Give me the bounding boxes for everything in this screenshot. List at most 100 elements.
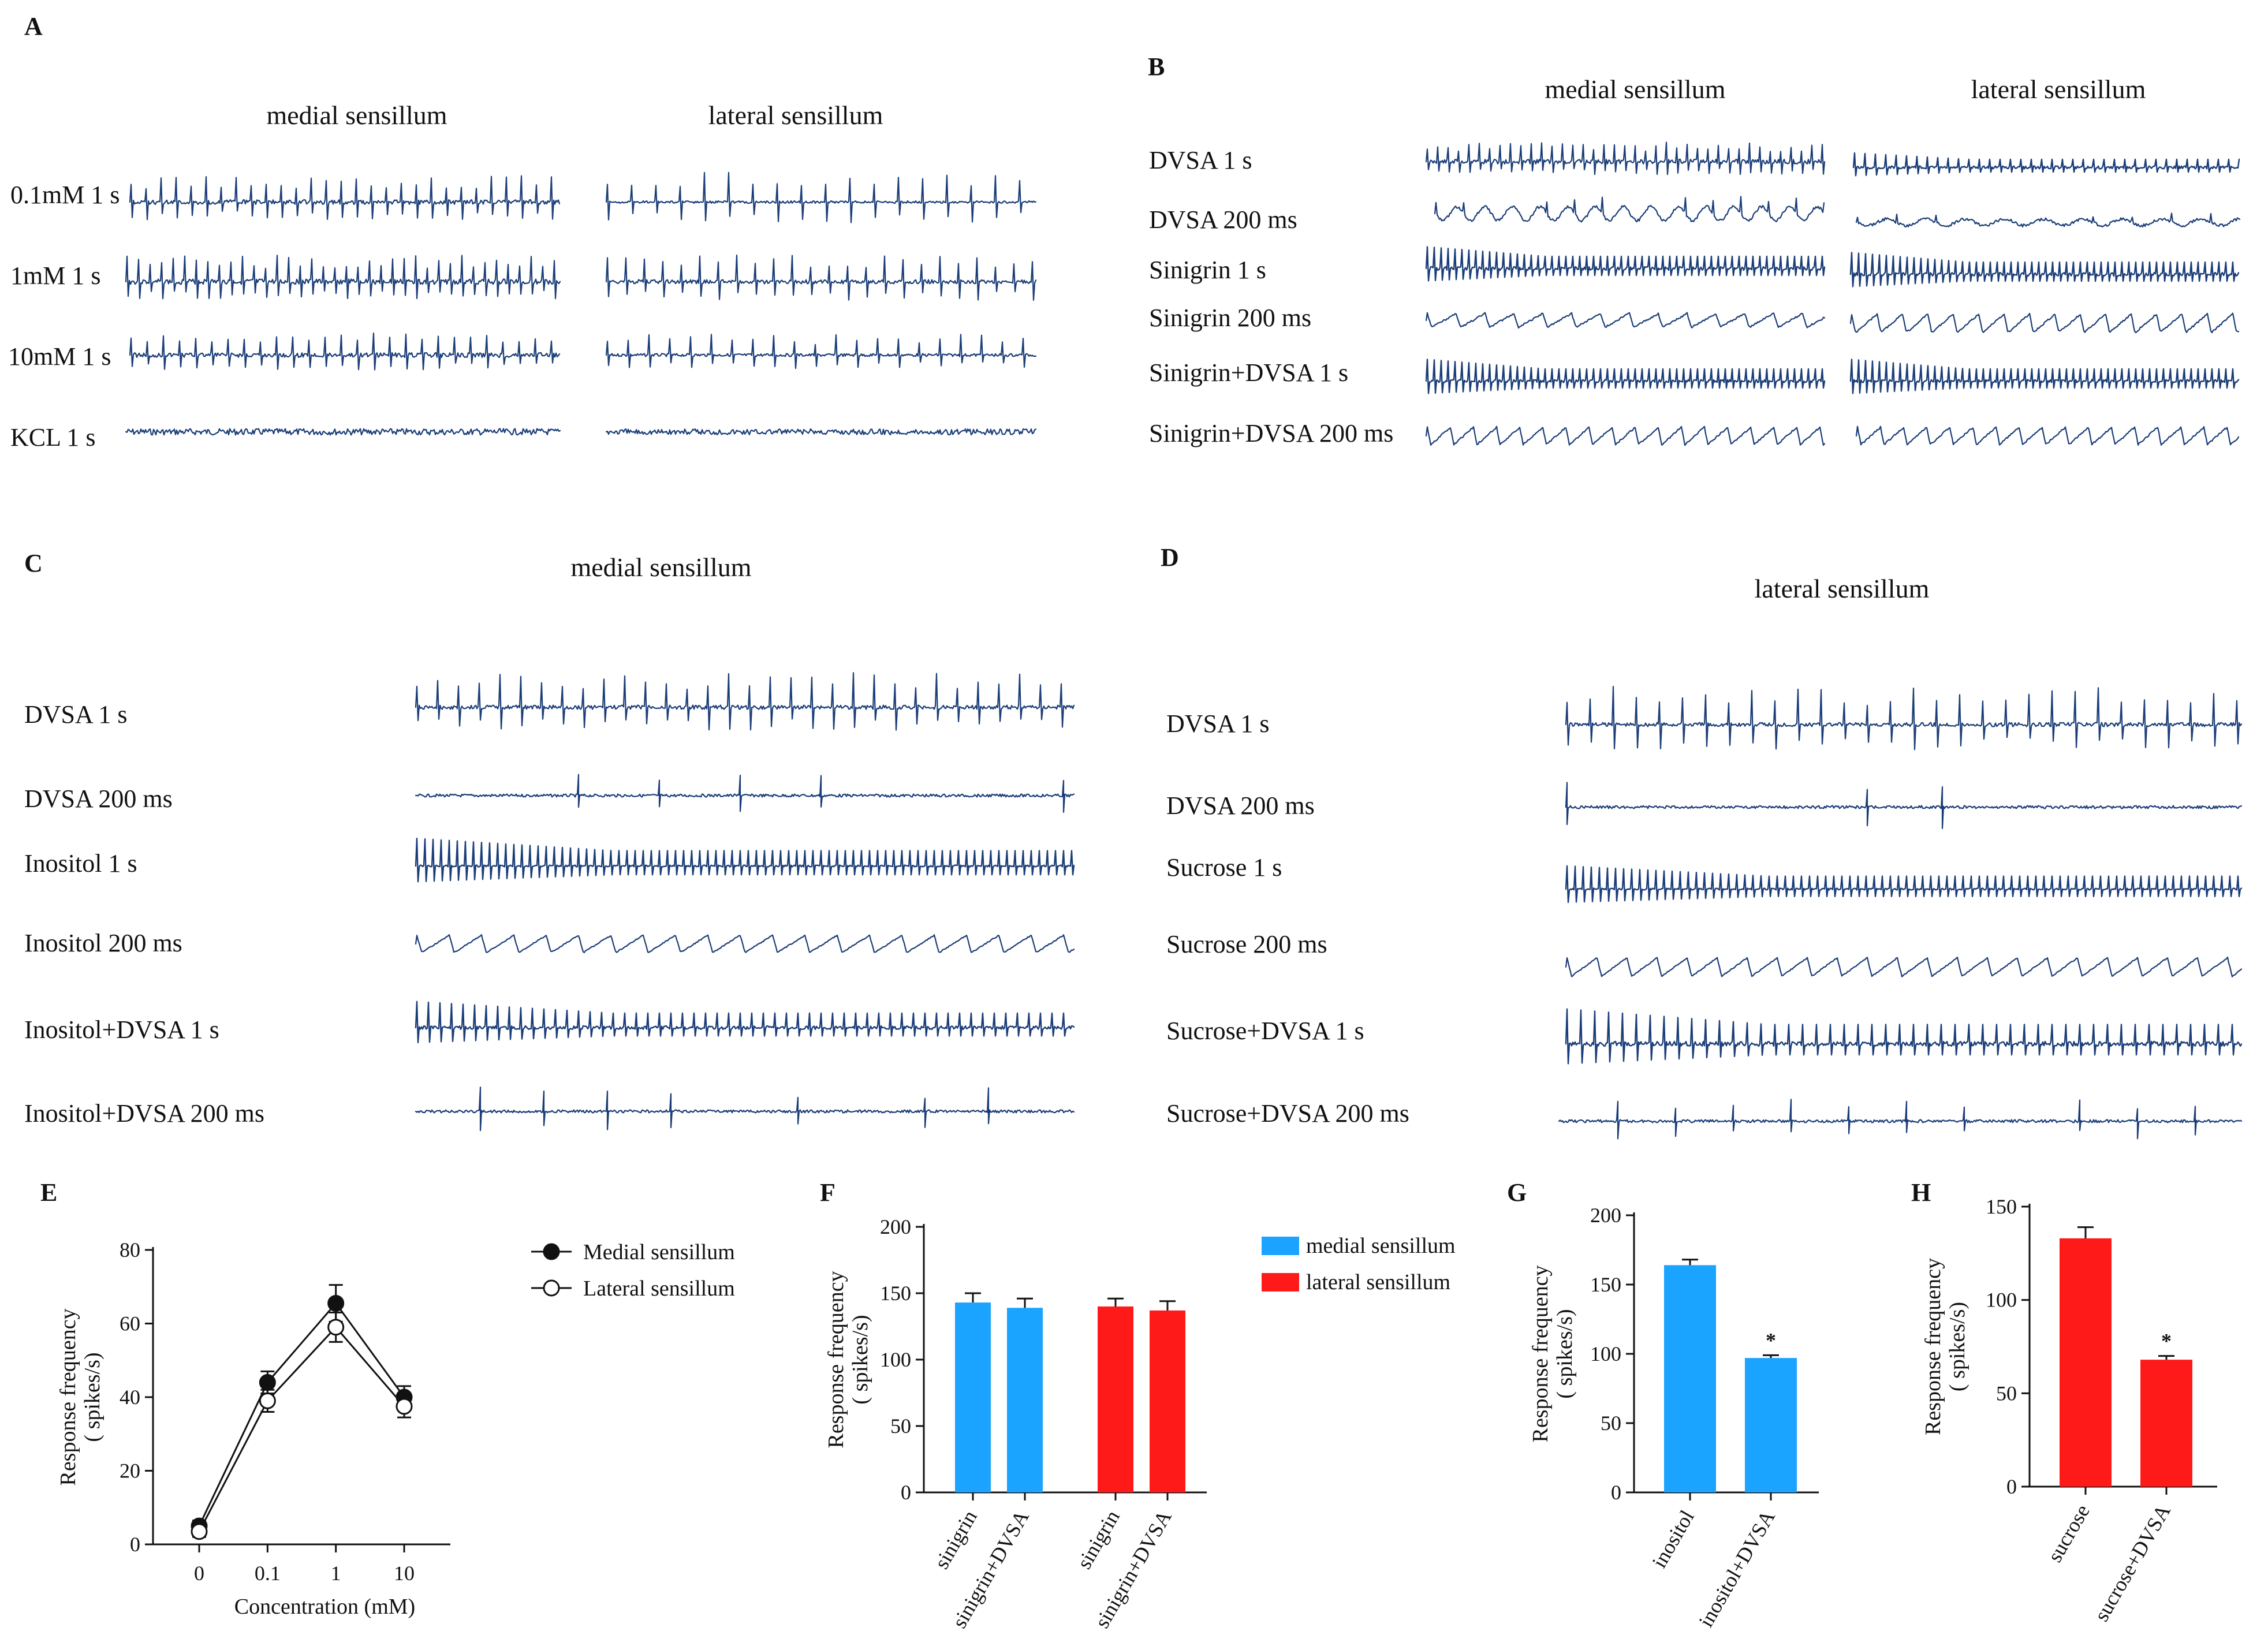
trace <box>1849 359 2240 394</box>
panel-c-row-4: Inositol+DVSA 1 s <box>24 1016 219 1044</box>
bar <box>1098 1306 1133 1492</box>
y-axis-unit: ( spikes/s) <box>1945 1302 1969 1391</box>
y-tick-label: 60 <box>120 1312 140 1335</box>
panel-a-col-lateral: lateral sensillum <box>708 100 883 130</box>
panel-c-row-1: DVSA 200 ms <box>24 785 173 813</box>
panel-e-line-chart: 0 20 40 60 80 0 0.1 1 10 Concentration (mM) Respon… <box>56 1238 735 1619</box>
legend-label-lateral: lateral sensillum <box>1306 1270 1450 1294</box>
panel-c-title: medial sensillum <box>570 553 751 582</box>
panel-label-c: C <box>24 549 43 577</box>
trace <box>1425 359 1826 394</box>
trace <box>1558 1099 2243 1140</box>
y-tick-label: 200 <box>1590 1204 1621 1227</box>
trace <box>1565 782 2243 829</box>
trace <box>1565 865 2243 904</box>
legend-marker <box>543 1243 560 1260</box>
panel-label-g: G <box>1507 1178 1527 1207</box>
panel-b-row-4: Sinigrin+DVSA 1 s <box>1149 359 1348 387</box>
trace <box>605 254 1037 301</box>
data-point <box>191 1523 208 1540</box>
y-tick-label: 150 <box>1590 1273 1621 1296</box>
panel-b-row-0: DVSA 1 s <box>1149 146 1252 174</box>
trace <box>1425 141 1826 176</box>
x-tick-label: 0 <box>194 1562 204 1585</box>
series-line-1 <box>198 1326 405 1532</box>
panel-b: medial sensillum lateral sensillum DVSA … <box>1149 74 2241 447</box>
panel-d-title: lateral sensillum <box>1755 574 1930 603</box>
trace <box>129 175 561 221</box>
x-tick-label: inositol <box>1647 1506 1699 1572</box>
panel-d-row-4: Sucrose+DVSA 1 s <box>1166 1017 1364 1045</box>
panel-a-col-medial: medial sensillum <box>266 100 447 130</box>
y-axis-unit: ( spikes/s) <box>80 1352 105 1442</box>
trace <box>1855 425 2240 446</box>
x-tick-label: sucrose+DVSA <box>2090 1500 2175 1625</box>
panel-d-row-3: Sucrose 200 ms <box>1166 930 1327 958</box>
trace <box>415 1086 1075 1132</box>
y-tick-label: 0 <box>2006 1475 2017 1498</box>
bar <box>955 1302 991 1492</box>
y-tick-label: 100 <box>1986 1289 2017 1312</box>
trace <box>415 672 1075 731</box>
data-point <box>327 1294 345 1312</box>
panel-d-row-1: DVSA 200 ms <box>1166 792 1315 820</box>
y-tick-label: 80 <box>120 1238 140 1261</box>
trace <box>415 934 1075 953</box>
trace <box>605 171 1037 223</box>
trace <box>415 774 1075 813</box>
panel-d-row-0: DVSA 1 s <box>1166 710 1270 738</box>
y-axis-unit: ( spikes/s) <box>1553 1309 1577 1398</box>
panel-b-col-medial: medial sensillum <box>1545 74 1725 104</box>
x-tick-label: 0.1 <box>255 1562 281 1585</box>
panel-c-row-0: DVSA 1 s <box>24 700 128 729</box>
x-tick-label: 1 <box>331 1562 341 1585</box>
bar <box>2140 1360 2192 1487</box>
y-axis-label: Response frequency <box>1528 1265 1553 1442</box>
panel-d-row-2: Sucrose 1 s <box>1166 853 1282 882</box>
y-tick-label: 0 <box>130 1533 140 1556</box>
y-tick-label: 0 <box>901 1481 911 1504</box>
panel-label-a: A <box>24 12 43 40</box>
data-point <box>327 1319 345 1336</box>
panel-b-row-2: Sinigrin 1 s <box>1149 256 1266 284</box>
y-tick-label: 100 <box>880 1348 911 1371</box>
trace <box>1849 312 2240 334</box>
y-tick-label: 50 <box>1996 1382 2017 1405</box>
y-tick-label: 200 <box>880 1215 911 1238</box>
legend-label: Lateral sensillum <box>583 1276 735 1301</box>
x-tick-label: sinigrin <box>930 1506 982 1573</box>
panel-d-row-5: Sucrose+DVSA 200 ms <box>1166 1099 1409 1128</box>
panel-f-bar-chart: 0 50 100 150 200 Response frequency( spikes/s… <box>824 1215 1456 1632</box>
legend-label-medial: medial sensillum <box>1306 1234 1456 1258</box>
significance-star: * <box>1766 1328 1776 1352</box>
panel-a-row-2: 10mM 1 s <box>8 342 111 371</box>
bar <box>1150 1310 1185 1492</box>
panel-label-b: B <box>1148 53 1165 81</box>
trace <box>605 334 1037 369</box>
panel-b-row-1: DVSA 200 ms <box>1149 206 1297 234</box>
trace <box>605 428 1037 436</box>
legend-swatch-medial <box>1262 1237 1299 1255</box>
y-tick-label: 100 <box>1590 1342 1621 1365</box>
panel-d: lateral sensillum DVSA 1 s DVSA 200 ms S… <box>1166 574 2243 1140</box>
trace <box>1565 956 2243 977</box>
trace <box>1425 312 1826 329</box>
legend-label: Medial sensillum <box>583 1240 735 1264</box>
panel-a: medial sensillum lateral sensillum 0.1mM… <box>8 100 1037 451</box>
y-tick-label: 150 <box>1986 1195 2017 1218</box>
y-axis-unit: ( spikes/s) <box>848 1315 872 1404</box>
panel-label-d: D <box>1161 543 1179 572</box>
x-tick-label: sinigrin <box>1072 1506 1124 1573</box>
y-axis-label: Response frequency <box>824 1271 848 1448</box>
panel-b-col-lateral: lateral sensillum <box>1971 74 2146 104</box>
trace <box>1849 252 2240 288</box>
panel-h-bar-chart: 0 50 100 150 Response frequency( spikes/s) su… <box>1921 1195 2217 1625</box>
panel-c-row-5: Inositol+DVSA 200 ms <box>24 1099 264 1128</box>
x-tick-label: 10 <box>394 1562 415 1585</box>
panel-label-h: H <box>1911 1178 1931 1207</box>
panel-c-row-3: Inositol 200 ms <box>24 929 182 957</box>
panel-label-f: F <box>820 1178 835 1207</box>
trace <box>125 428 561 436</box>
bar <box>1745 1358 1797 1492</box>
